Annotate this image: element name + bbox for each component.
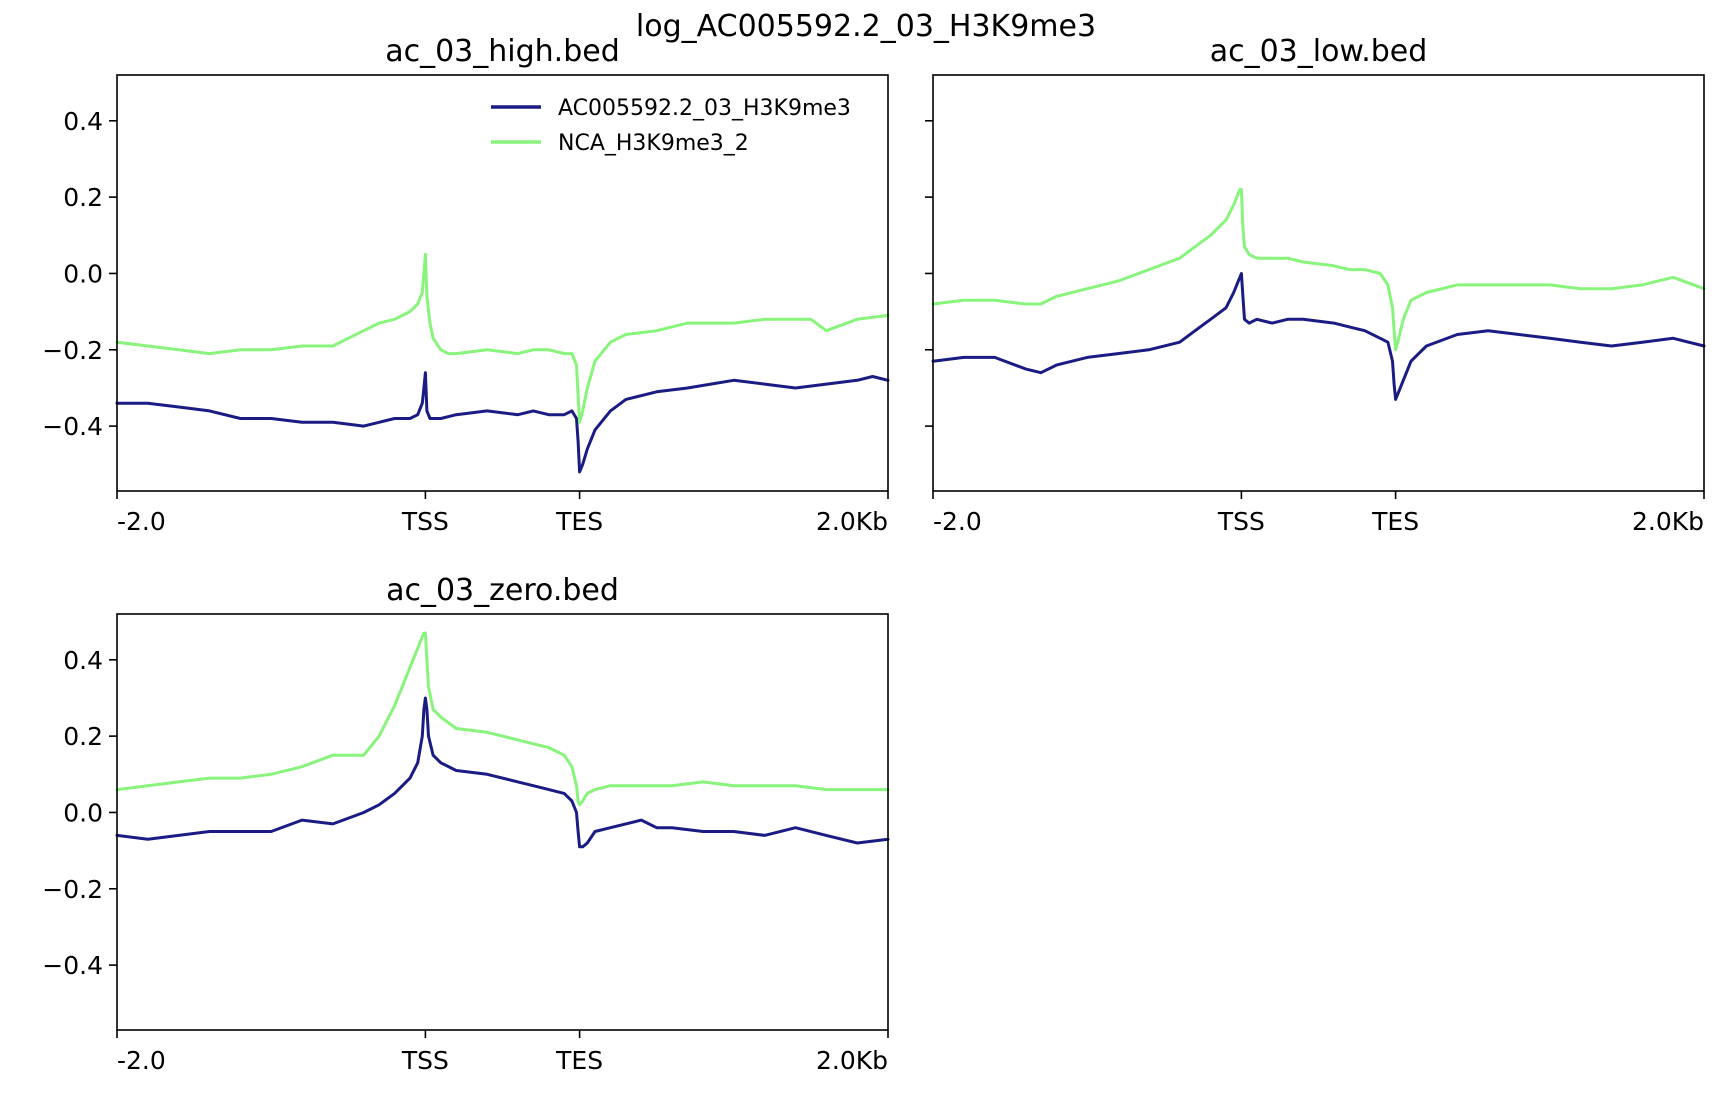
- series-line-control: [931, 188, 1706, 352]
- y-tick-label: −0.4: [42, 412, 103, 441]
- x-tick-label: TSS: [1217, 507, 1265, 536]
- y-tick-label: −0.2: [42, 336, 103, 365]
- panels: ac_03_high.bed −0.4 −0.2 0.0 0.2 0.4 -2.0 TSS TE…: [42, 34, 1706, 1075]
- y-tick-label: −0.2: [42, 875, 103, 904]
- x-tick-label: 2.0Kb: [816, 1046, 888, 1075]
- y-tick-label: 0.0: [63, 798, 103, 827]
- x-tick-label: -2.0: [117, 1046, 166, 1075]
- x-tick-label: 2.0Kb: [816, 507, 888, 536]
- y-tick-label: 0.2: [63, 722, 103, 751]
- y-tick-label: 0.2: [63, 183, 103, 212]
- x-tick-label: TES: [1371, 507, 1419, 536]
- legend-label: NCA_H3K9me3_2: [558, 131, 749, 156]
- x-tick-label: -2.0: [933, 507, 982, 536]
- panel-1: ac_03_high.bed −0.4 −0.2 0.0 0.2 0.4 -2.0 TSS TE…: [42, 34, 890, 536]
- legend-label: AC005592.2_03_H3K9me3: [558, 96, 851, 121]
- panel-title: ac_03_high.bed: [385, 34, 620, 69]
- legend: AC005592.2_03_H3K9me3 NCA_H3K9me3_2: [491, 96, 851, 156]
- series-line-control: [115, 252, 890, 424]
- figure-suptitle: log_AC005592.2_03_H3K9me3: [636, 9, 1096, 44]
- panel-title: ac_03_low.bed: [1210, 34, 1428, 69]
- x-tick-label: TSS: [401, 1046, 449, 1075]
- axes-frame: [116, 74, 889, 492]
- x-tick-label: TSS: [401, 507, 449, 536]
- x-tick-label: TES: [555, 507, 603, 536]
- y-tick-label: 0.4: [63, 646, 103, 675]
- x-tick-label: TES: [555, 1046, 603, 1075]
- panel-3: ac_03_zero.bed −0.4 −0.2 0.0 0.2 0.4 -2.0 TSS TE…: [42, 573, 890, 1075]
- axes-frame: [116, 613, 889, 1031]
- series-line-control: [115, 631, 890, 807]
- x-tick-label: -2.0: [117, 507, 166, 536]
- series-line-sample: [115, 371, 890, 474]
- axes-frame: [932, 74, 1705, 492]
- y-tick-label: −0.4: [42, 951, 103, 980]
- panel-2: ac_03_low.bed -2.0 TSS TES 2.0Kb: [925, 34, 1706, 536]
- x-tick-label: 2.0Kb: [1632, 507, 1704, 536]
- panel-title: ac_03_zero.bed: [386, 573, 619, 608]
- series-line-sample: [115, 696, 890, 849]
- series-line-sample: [931, 272, 1706, 401]
- y-tick-label: 0.4: [63, 107, 103, 136]
- y-tick-label: 0.0: [63, 259, 103, 288]
